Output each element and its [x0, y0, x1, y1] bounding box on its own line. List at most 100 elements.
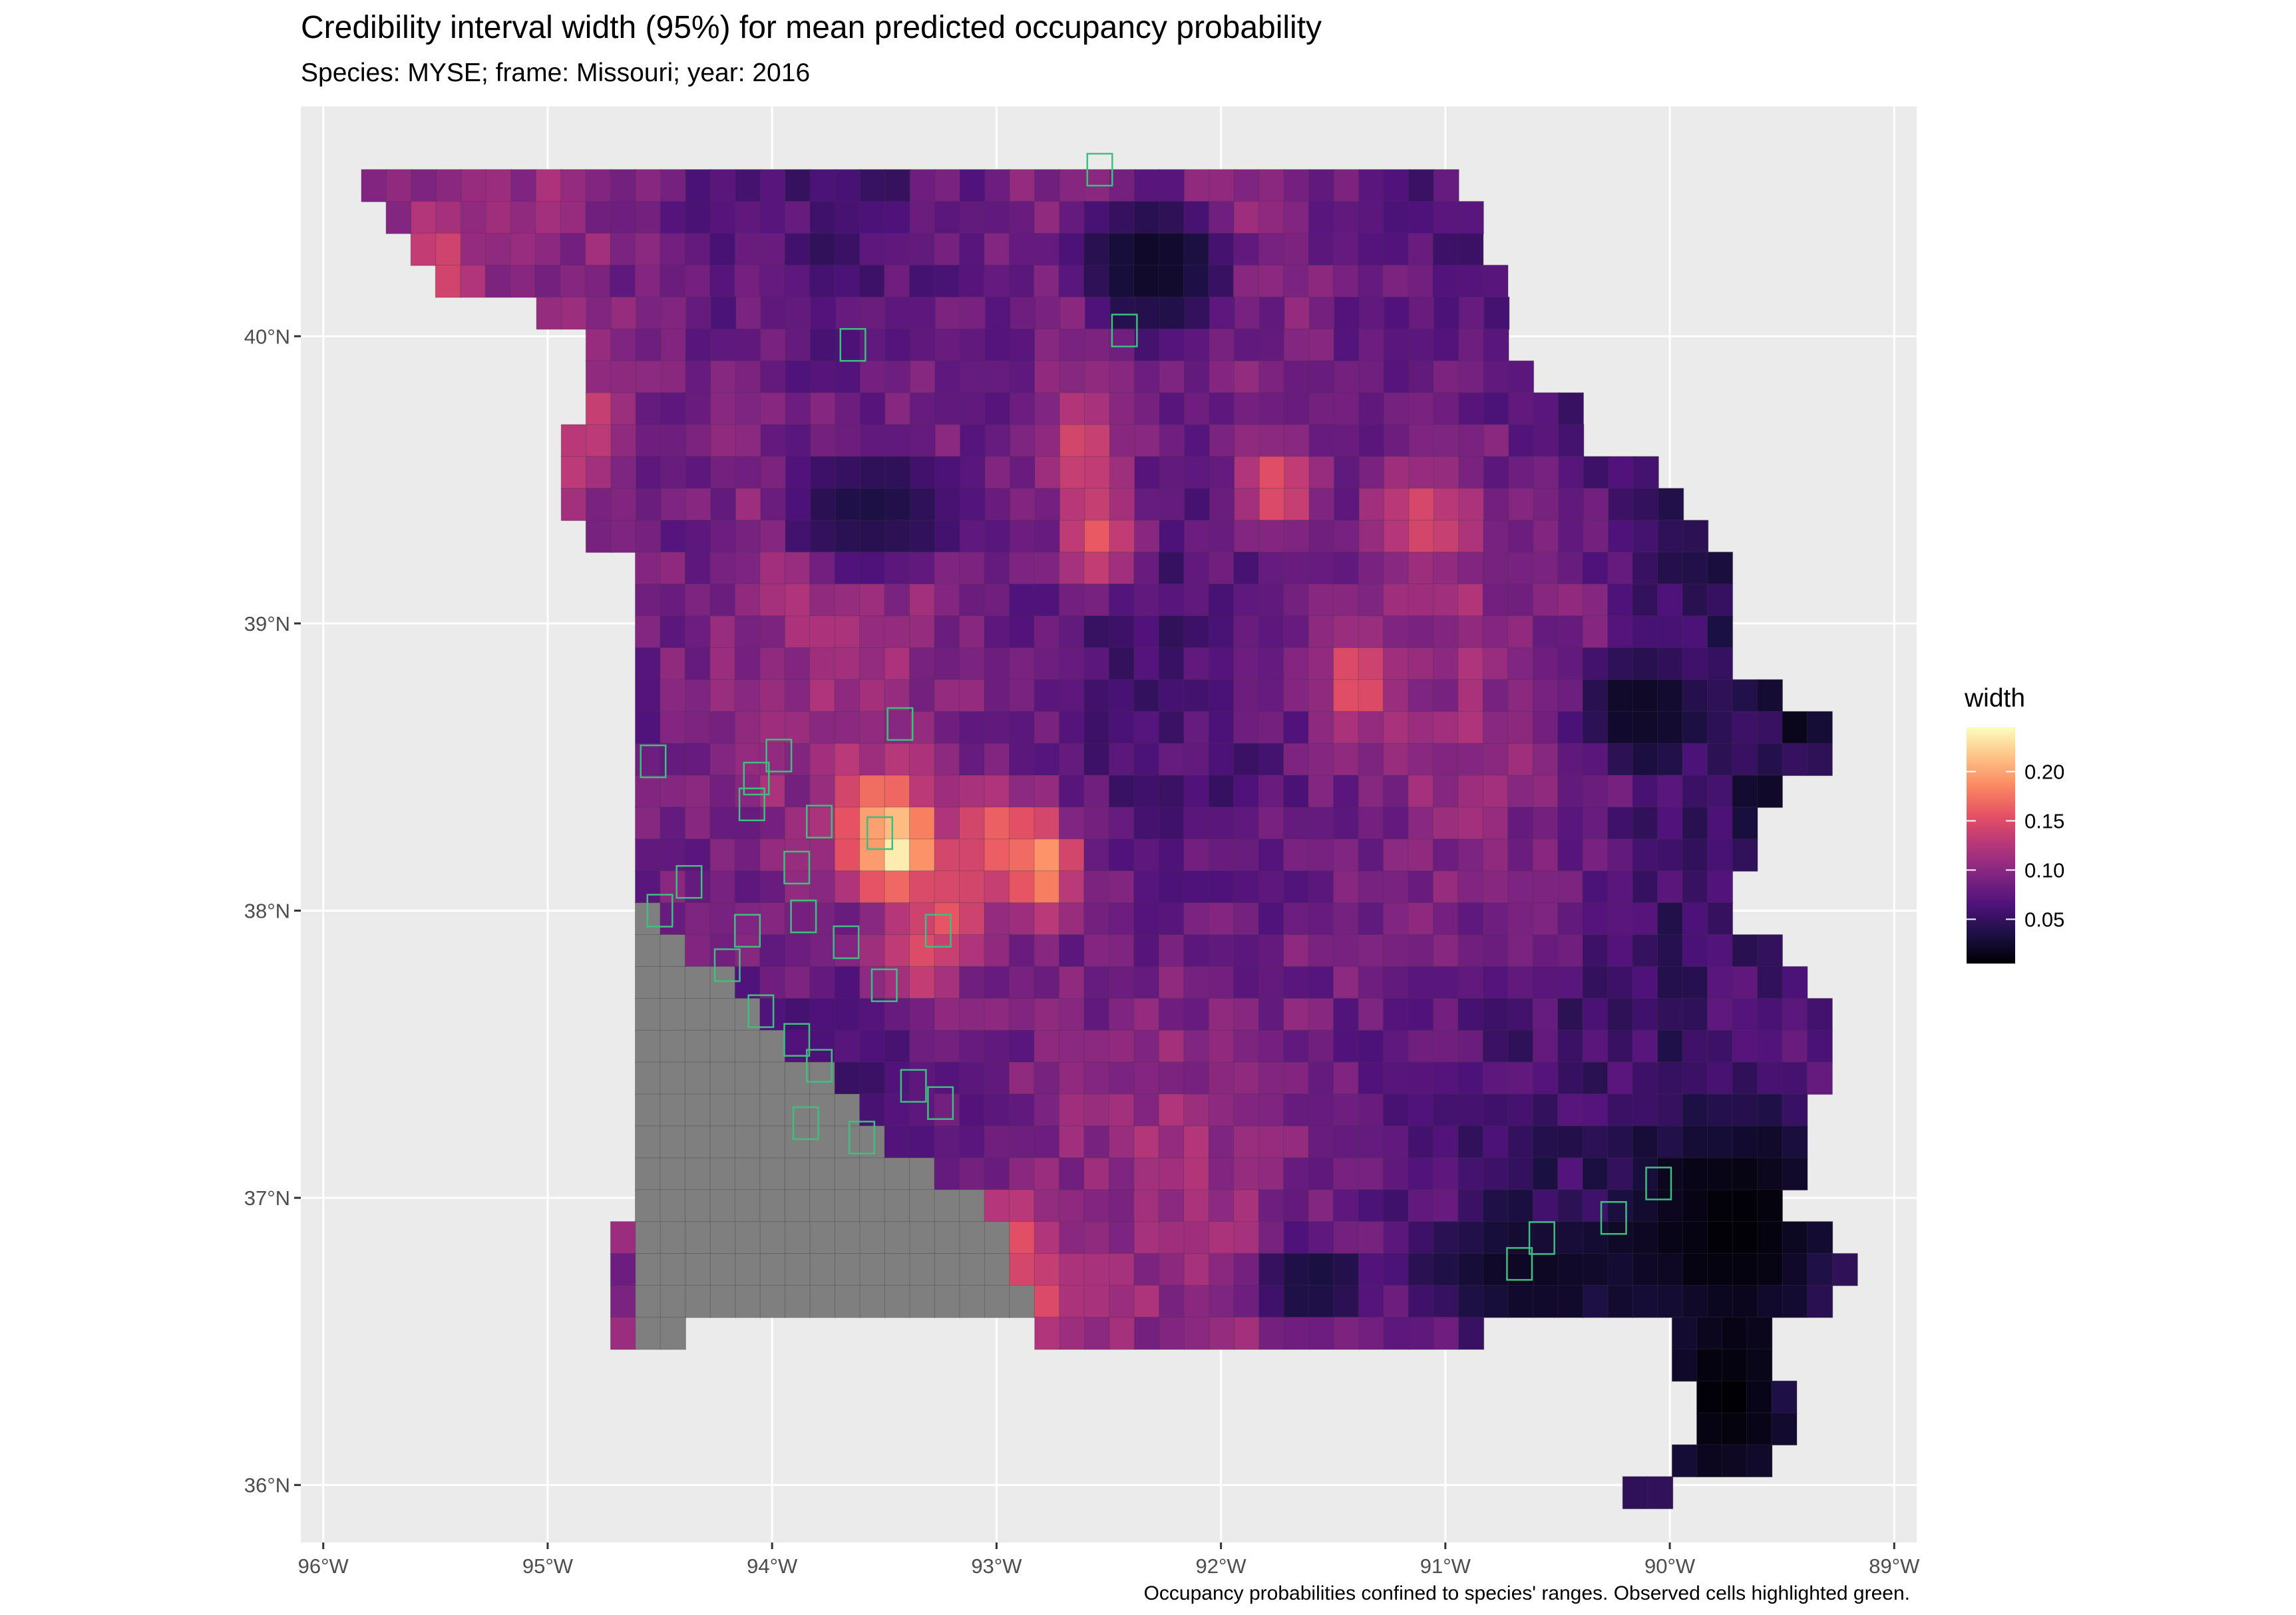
raster-cell: [1258, 807, 1284, 840]
out-of-range-cell: [959, 1221, 986, 1254]
raster-cell: [934, 743, 960, 777]
raster-cell: [1582, 1157, 1609, 1191]
raster-cell: [1507, 997, 1534, 1031]
raster-cell: [485, 233, 512, 266]
raster-cell: [959, 775, 986, 808]
raster-cell: [1732, 966, 1758, 999]
raster-cell: [1159, 456, 1185, 490]
raster-cell: [1358, 647, 1384, 681]
x-tick-label: 90°W: [1644, 1554, 1696, 1578]
raster-cell: [1457, 615, 1484, 649]
raster-cell: [908, 264, 935, 298]
raster-cell: [1458, 392, 1485, 426]
raster-cell: [1283, 997, 1310, 1031]
out-of-range-cell: [660, 966, 686, 999]
raster-cell: [1333, 1157, 1360, 1191]
out-of-range-cell: [784, 1093, 811, 1127]
raster-cell: [1034, 679, 1060, 713]
raster-cell: [1108, 1093, 1135, 1127]
raster-cell: [1133, 1189, 1160, 1222]
raster-cell: [959, 360, 986, 394]
raster-cell: [610, 233, 636, 266]
raster-cell: [1133, 902, 1160, 936]
raster-cell: [884, 743, 910, 777]
raster-cell: [784, 870, 811, 904]
observed-cell: [839, 328, 866, 362]
out-of-range-cell: [734, 1093, 761, 1127]
out-of-range-cell: [984, 1285, 1010, 1318]
raster-cell: [1058, 1157, 1085, 1191]
raster-cell: [1657, 711, 1684, 745]
raster-cell: [1707, 1061, 1734, 1095]
raster-cell: [1133, 838, 1160, 872]
raster-cell: [1432, 679, 1459, 713]
raster-cell: [710, 392, 737, 426]
raster-cell: [885, 296, 912, 330]
raster-cell: [734, 711, 761, 745]
raster-cell: [660, 233, 686, 266]
raster-cell: [1258, 424, 1285, 458]
out-of-range-cell: [809, 1285, 836, 1318]
raster-cell: [1358, 1253, 1384, 1286]
raster-cell: [959, 647, 986, 681]
raster-cell: [1059, 201, 1085, 234]
raster-cell: [934, 807, 960, 840]
raster-cell: [1756, 1093, 1783, 1127]
raster-cell: [1482, 1029, 1509, 1063]
raster-cell: [785, 456, 812, 490]
raster-cell: [934, 934, 960, 968]
raster-cell: [1457, 1125, 1484, 1159]
raster-cell: [1358, 1029, 1384, 1063]
out-of-range-cell: [934, 1189, 960, 1222]
raster-cell: [1133, 647, 1160, 681]
raster-cell: [1732, 775, 1758, 808]
raster-cell: [1108, 997, 1135, 1031]
raster-cell: [909, 1093, 936, 1127]
raster-cell: [1083, 1253, 1110, 1286]
raster-cell: [984, 711, 1010, 745]
raster-cell: [1233, 615, 1260, 649]
raster-cell: [1083, 1061, 1110, 1095]
raster-cell: [734, 679, 761, 713]
raster-cell: [1234, 296, 1260, 330]
raster-cell: [1183, 1125, 1210, 1159]
observed-cell: [1645, 1166, 1672, 1200]
raster-cell: [1383, 201, 1410, 234]
raster-cell: [1333, 711, 1360, 745]
raster-cell: [1806, 743, 1833, 777]
raster-cell: [1557, 870, 1584, 904]
raster-cell: [1058, 743, 1085, 777]
raster-cell: [1358, 1316, 1385, 1350]
raster-cell: [1034, 296, 1061, 330]
raster-cell: [1657, 743, 1684, 777]
raster-cell: [1209, 169, 1235, 202]
out-of-range-cell: [809, 1253, 836, 1286]
raster-cell: [1582, 679, 1609, 713]
raster-cell: [1382, 807, 1409, 840]
raster-cell: [884, 615, 910, 649]
raster-cell: [1632, 1125, 1658, 1159]
raster-cell: [759, 838, 786, 872]
raster-cell: [1557, 711, 1584, 745]
raster-cell: [1034, 997, 1060, 1031]
raster-cell: [984, 328, 1011, 362]
raster-cell: [934, 1157, 960, 1191]
raster-cell: [1382, 775, 1409, 808]
out-of-range-cell: [934, 1253, 961, 1286]
raster-cell: [934, 424, 961, 458]
raster-cell: [1233, 743, 1260, 777]
raster-cell: [859, 997, 886, 1031]
raster-cell: [1208, 233, 1235, 266]
raster-cell: [1034, 711, 1060, 745]
raster-cell: [1258, 1029, 1284, 1063]
raster-cell: [1308, 997, 1334, 1031]
raster-cell: [884, 1125, 910, 1159]
raster-cell: [1721, 1412, 1748, 1446]
raster-cell: [1657, 1157, 1684, 1191]
raster-cell: [1108, 647, 1135, 681]
out-of-range-cell: [959, 1189, 986, 1222]
raster-cell: [1308, 456, 1335, 490]
raster-cell: [1532, 902, 1559, 936]
raster-cell: [685, 360, 711, 394]
raster-cell: [1333, 201, 1360, 234]
